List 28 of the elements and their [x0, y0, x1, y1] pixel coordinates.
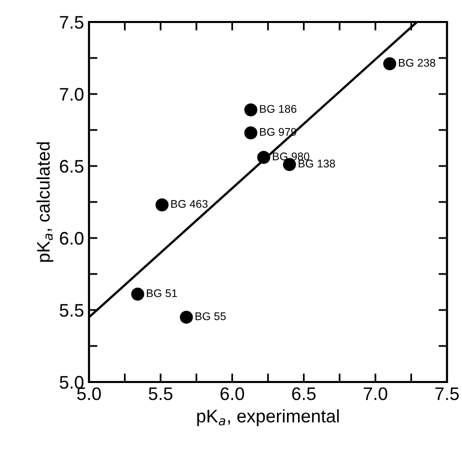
point	[244, 126, 258, 140]
data-label: BG 55	[196, 312, 226, 320]
data-label: BG 186	[260, 104, 296, 113]
point	[156, 198, 169, 212]
x-tick-label: 5.5	[148, 388, 172, 400]
data-label: BG 238	[398, 58, 436, 67]
y-tick-label: 6.5	[60, 160, 84, 173]
y-tick-label: 5.0	[60, 376, 84, 389]
data-label: BG 138	[298, 160, 336, 168]
x-tick-label: 6.5	[292, 387, 316, 400]
y-tick-label: 5.5	[60, 304, 84, 317]
data-label: BG 463	[171, 200, 208, 208]
x-tick-label: 7.5	[435, 388, 459, 400]
point	[383, 57, 396, 70]
x-tick-label: 7.0	[364, 387, 388, 400]
point	[180, 310, 193, 324]
x-tick-label: 6.0	[220, 387, 244, 400]
x-tick-label: 5.0	[77, 387, 101, 400]
point	[244, 103, 258, 116]
y-tick-label: 7.5	[60, 16, 84, 29]
y-tick-label: 7.0	[60, 88, 84, 101]
data-label: BG 980	[272, 152, 310, 160]
x-axis-title: pK$_{a}$, experimental	[197, 409, 339, 426]
y-tick-label: 6.0	[60, 232, 84, 245]
point	[257, 150, 270, 164]
y-axis-title: pK$_{a}$, calculated	[36, 142, 54, 262]
data-label: BG 51	[146, 289, 177, 298]
point	[131, 288, 144, 301]
